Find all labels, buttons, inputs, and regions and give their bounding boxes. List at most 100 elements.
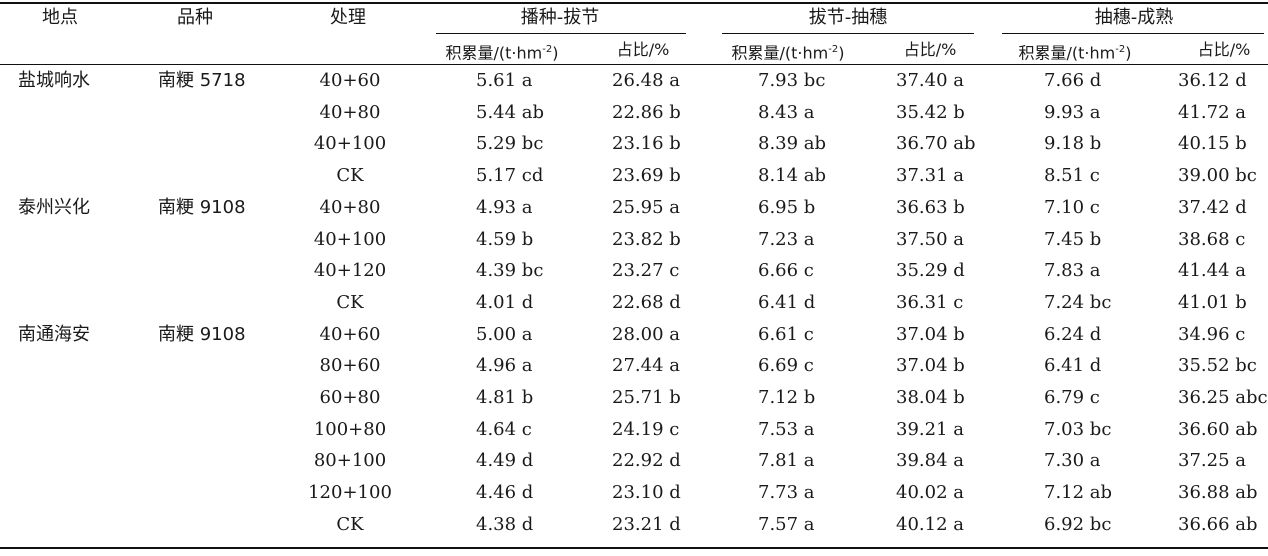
accum-label: 积累量/(t·hm — [731, 43, 829, 63]
cell-value: 39.21 a — [896, 419, 964, 440]
cell-site: 泰州兴化 — [18, 197, 90, 218]
cell-variety: 南粳 9108 — [158, 324, 246, 345]
cell-value: 35.29 d — [896, 260, 965, 281]
cell-treatment: CK — [336, 514, 364, 535]
cell-value: 39.84 a — [896, 450, 964, 471]
cell-treatment: 40+100 — [313, 133, 387, 154]
cell-value: 7.93 bc — [758, 70, 826, 91]
cell-value: 6.69 c — [758, 355, 814, 376]
cell-variety: 南粳 5718 — [158, 70, 246, 91]
cell-treatment: 40+120 — [313, 260, 387, 281]
cell-value: 7.66 d — [1044, 70, 1102, 91]
cell-value: 22.92 d — [612, 450, 681, 471]
cell-value: 36.70 ab — [896, 133, 976, 154]
cell-value: 4.49 d — [476, 450, 534, 471]
cell-value: 8.43 a — [758, 102, 815, 123]
cell-value: 23.21 d — [612, 514, 681, 535]
cell-value: 7.24 bc — [1044, 292, 1112, 313]
cell-value: 4.64 c — [476, 419, 532, 440]
cell-value: 22.68 d — [612, 292, 681, 313]
cell-value: 23.16 b — [612, 133, 681, 154]
cell-value: 23.82 b — [612, 229, 681, 250]
cell-value: 40.15 b — [1178, 133, 1247, 154]
cell-value: 36.60 ab — [1178, 419, 1258, 440]
cell-value: 5.29 bc — [476, 133, 544, 154]
cell-value: 4.01 d — [476, 292, 534, 313]
accum-exponent: -2 — [542, 44, 553, 55]
top-rule — [0, 2, 1268, 4]
accum-label: 积累量/(t·hm — [1018, 43, 1116, 63]
cell-site: 南通海安 — [18, 324, 90, 345]
cell-treatment: 40+60 — [319, 70, 381, 91]
header-bottom-rule — [0, 64, 1268, 65]
cell-value: 7.30 a — [1044, 450, 1101, 471]
cell-value: 36.25 abc — [1178, 387, 1268, 408]
cell-value: 40.02 a — [896, 482, 964, 503]
cell-value: 4.39 bc — [476, 260, 544, 281]
header-site: 地点 — [42, 7, 78, 28]
cell-value: 7.57 a — [758, 514, 815, 535]
cell-value: 38.04 b — [896, 387, 965, 408]
cell-value: 37.04 b — [896, 324, 965, 345]
cell-value: 6.41 d — [758, 292, 816, 313]
cell-value: 5.17 cd — [476, 165, 544, 186]
header-treatment: 处理 — [330, 7, 366, 28]
cell-value: 26.48 a — [612, 70, 680, 91]
cell-value: 7.53 a — [758, 419, 815, 440]
accum-exponent: -2 — [828, 44, 839, 55]
cell-value: 7.12 b — [758, 387, 816, 408]
cell-value: 9.18 b — [1044, 133, 1102, 154]
cell-value: 8.14 ab — [758, 165, 827, 186]
cell-value: 7.23 a — [758, 229, 815, 250]
cell-value: 5.44 ab — [476, 102, 545, 123]
cell-value: 24.19 c — [612, 419, 680, 440]
cell-value: 7.81 a — [758, 450, 815, 471]
accum-label: 积累量/(t·hm — [445, 43, 543, 63]
header-group: 拔节-抽穗 — [808, 7, 888, 28]
cell-treatment: 80+60 — [319, 355, 381, 376]
cell-value: 34.96 c — [1178, 324, 1246, 345]
cell-value: 5.61 a — [476, 70, 533, 91]
cell-value: 39.00 bc — [1178, 165, 1257, 186]
cell-value: 35.52 bc — [1178, 355, 1257, 376]
cell-value: 6.41 d — [1044, 355, 1102, 376]
cell-value: 37.40 a — [896, 70, 964, 91]
cell-value: 37.42 d — [1178, 197, 1247, 218]
cell-value: 23.27 c — [612, 260, 680, 281]
cell-value: 41.01 b — [1178, 292, 1247, 313]
cell-value: 6.95 b — [758, 197, 816, 218]
cell-value: 4.93 a — [476, 197, 533, 218]
cell-value: 8.39 ab — [758, 133, 827, 154]
cell-value: 6.61 c — [758, 324, 814, 345]
cell-treatment: 120+100 — [308, 482, 392, 503]
header-ratio: 占比/% — [903, 40, 957, 59]
cell-value: 36.63 b — [896, 197, 965, 218]
cell-value: 6.66 c — [758, 260, 814, 281]
cell-treatment: CK — [336, 292, 364, 313]
cell-value: 38.68 c — [1178, 229, 1246, 250]
cell-value: 37.25 a — [1178, 450, 1246, 471]
cell-treatment: 40+60 — [319, 324, 381, 345]
header-ratio: 占比/% — [1197, 40, 1251, 59]
cell-treatment: 80+100 — [313, 450, 387, 471]
cell-value: 4.81 b — [476, 387, 534, 408]
header-accumulation: 积累量/(t·hm-2) — [732, 40, 845, 63]
cell-value: 36.88 ab — [1178, 482, 1258, 503]
cell-value: 25.71 b — [612, 387, 681, 408]
cell-value: 28.00 a — [612, 324, 680, 345]
cell-treatment: 100+80 — [313, 419, 387, 440]
cell-treatment: 40+80 — [319, 197, 381, 218]
cell-value: 25.95 a — [612, 197, 680, 218]
cell-value: 7.12 ab — [1044, 482, 1113, 503]
cell-value: 4.96 a — [476, 355, 533, 376]
cell-treatment: 60+80 — [319, 387, 381, 408]
header-group: 抽穗-成熟 — [1094, 7, 1174, 28]
cell-value: 22.86 b — [612, 102, 681, 123]
accum-suffix: ) — [1125, 43, 1132, 63]
cell-value: 36.66 ab — [1178, 514, 1258, 535]
cell-value: 4.59 b — [476, 229, 534, 250]
cell-value: 41.44 a — [1178, 260, 1246, 281]
cell-value: 7.03 bc — [1044, 419, 1112, 440]
accum-exponent: -2 — [1115, 44, 1126, 55]
cell-value: 35.42 b — [896, 102, 965, 123]
